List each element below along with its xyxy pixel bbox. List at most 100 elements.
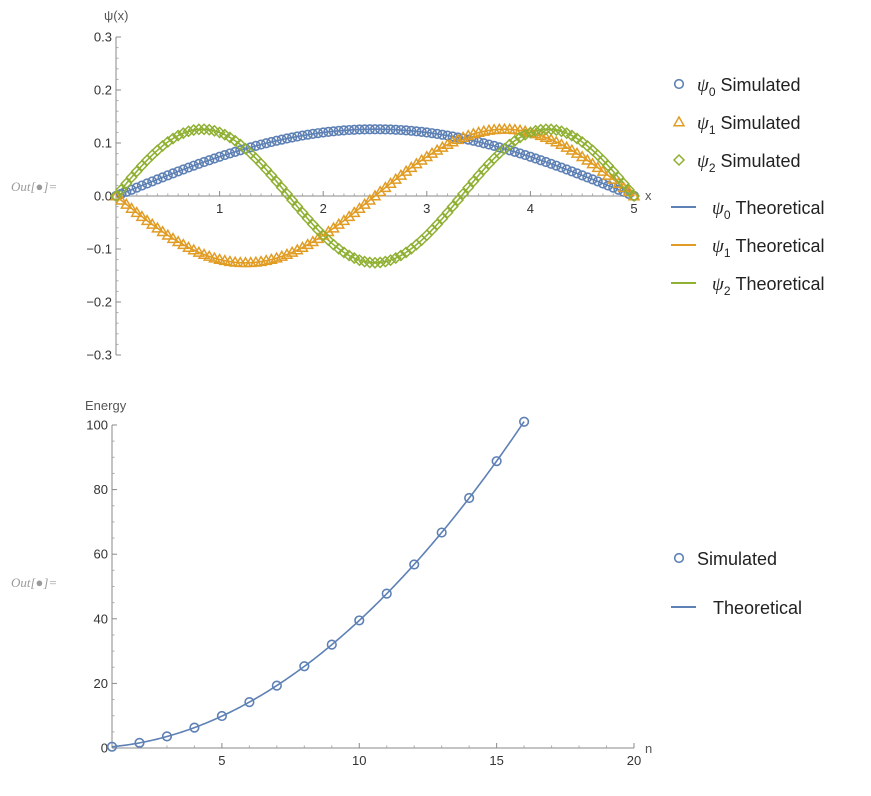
- simulated-point-psi0: [157, 172, 168, 183]
- simulated-point-psi0: [359, 124, 370, 135]
- legend-marker-psi2: [672, 153, 686, 167]
- simulated-point-psi1: [177, 238, 190, 250]
- y-tick-label: 0: [101, 741, 108, 756]
- simulated-point-psi0: [416, 126, 427, 137]
- simulated-point-psi0: [571, 168, 583, 179]
- simulated-point-psi2: [115, 183, 128, 196]
- simulated-point-psi1: [581, 153, 594, 165]
- x-tick-label: 2: [320, 201, 327, 216]
- simulated-point-psi2: [337, 246, 350, 259]
- energy-simulated-point: [491, 456, 502, 467]
- simulated-point-psi2: [275, 181, 288, 194]
- y-tick-label: −0.1: [86, 242, 112, 257]
- simulated-point-psi2: [467, 175, 480, 188]
- energy-simulated-point: [134, 737, 145, 748]
- energy-simulated-point: [189, 722, 200, 733]
- simulated-point-psi0: [406, 125, 417, 136]
- energy-simulated-point: [436, 527, 447, 538]
- simulated-point-psi1: [627, 189, 641, 201]
- simulated-point-psi1: [446, 135, 459, 147]
- simulated-point-psi2: [192, 123, 205, 136]
- legend-label-psi0-simulated: ψ0 Simulated: [697, 75, 801, 99]
- simulated-point-psi0: [369, 124, 381, 135]
- simulated-point-psi0: [514, 148, 526, 159]
- legend-label-simulated: Simulated: [697, 549, 777, 569]
- x-axis-title-bottom: n: [645, 741, 652, 756]
- simulated-point-psi2: [291, 200, 304, 213]
- simulated-point-psi1: [436, 140, 449, 152]
- simulated-point-psi0: [349, 124, 360, 135]
- simulated-point-psi1: [291, 243, 304, 255]
- simulated-point-psi2: [286, 194, 299, 207]
- simulated-point-psi0: [178, 164, 189, 175]
- simulated-point-psi2: [265, 169, 278, 182]
- simulated-point-psi0: [198, 156, 210, 168]
- simulated-point-psi0: [411, 126, 422, 137]
- simulated-point-psi1: [114, 193, 128, 205]
- simulated-point-psi0: [437, 129, 448, 140]
- simulated-point-psi2: [368, 256, 382, 269]
- simulated-point-psi1: [612, 176, 625, 188]
- simulated-point-psi0: [525, 151, 536, 162]
- simulated-point-psi1: [415, 153, 428, 165]
- simulated-point-psi0: [224, 148, 236, 159]
- simulated-point-psi0: [354, 124, 365, 135]
- simulated-point-psi2: [394, 249, 407, 262]
- simulated-point-psi0: [375, 124, 386, 135]
- simulated-point-psi0: [318, 127, 329, 138]
- simulated-point-psi0: [489, 140, 500, 152]
- simulated-point-psi1: [560, 140, 573, 152]
- simulated-point-psi1: [301, 238, 314, 250]
- simulated-point-psi0: [344, 124, 355, 136]
- simulated-point-psi0: [209, 153, 220, 164]
- simulated-point-psi1: [425, 146, 439, 158]
- theoretical-line-psi0: [115, 128, 635, 197]
- simulated-point-psi1: [451, 133, 465, 145]
- simulated-point-psi2: [389, 252, 402, 265]
- simulated-point-psi2: [576, 135, 589, 149]
- simulated-point-psi2: [218, 128, 231, 141]
- simulated-point-psi1: [280, 248, 294, 260]
- energy-simulated-point: [106, 741, 118, 752]
- simulated-point-psi0: [183, 162, 194, 173]
- simulated-point-psi2: [456, 187, 470, 200]
- y-tick-label: 0.3: [94, 30, 112, 45]
- energy-simulated-point: [409, 559, 420, 570]
- simulated-point-psi0: [302, 129, 313, 140]
- simulated-point-psi2: [172, 129, 185, 142]
- simulated-point-psi2: [446, 200, 459, 213]
- simulated-point-psi0: [551, 160, 562, 171]
- simulated-point-psi1: [539, 130, 553, 142]
- simulated-point-psi2: [539, 123, 553, 136]
- simulated-point-psi2: [379, 255, 392, 268]
- simulated-point-psi2: [607, 165, 620, 178]
- simulated-point-psi0: [219, 149, 230, 161]
- simulated-point-psi2: [343, 249, 356, 262]
- legend-marker-psi0: [673, 78, 685, 90]
- simulated-point-psi0: [561, 164, 572, 175]
- simulated-point-psi0: [504, 145, 515, 156]
- simulated-point-psi0: [188, 160, 199, 171]
- y-tick-label: 100: [86, 418, 108, 433]
- simulated-point-psi2: [187, 123, 200, 137]
- simulated-point-psi2: [513, 131, 527, 144]
- simulated-point-psi0: [261, 138, 272, 149]
- x-ticks-top: 1 2 3 4 5: [125, 191, 638, 216]
- simulated-point-psi2: [166, 132, 180, 145]
- simulated-point-psi2: [327, 238, 340, 251]
- simulated-point-psi1: [441, 138, 454, 150]
- simulated-point-psi1: [130, 206, 144, 218]
- simulated-point-psi1: [534, 129, 548, 141]
- energy-theoretical-curve: [111, 421, 525, 748]
- energy-simulated-point: [244, 697, 255, 708]
- x-tick-label: 4: [527, 201, 534, 216]
- simulated-point-psi0: [312, 128, 324, 139]
- x-axis-title-top: x: [645, 188, 652, 203]
- simulated-point-psi0: [426, 128, 438, 139]
- simulated-point-psi0: [566, 166, 577, 177]
- y-tick-label: 60: [94, 547, 108, 562]
- y-axis-title-top: ψ(x): [104, 8, 128, 23]
- simulated-point-psi1: [410, 157, 423, 169]
- energy-theoretical-line: [111, 421, 525, 748]
